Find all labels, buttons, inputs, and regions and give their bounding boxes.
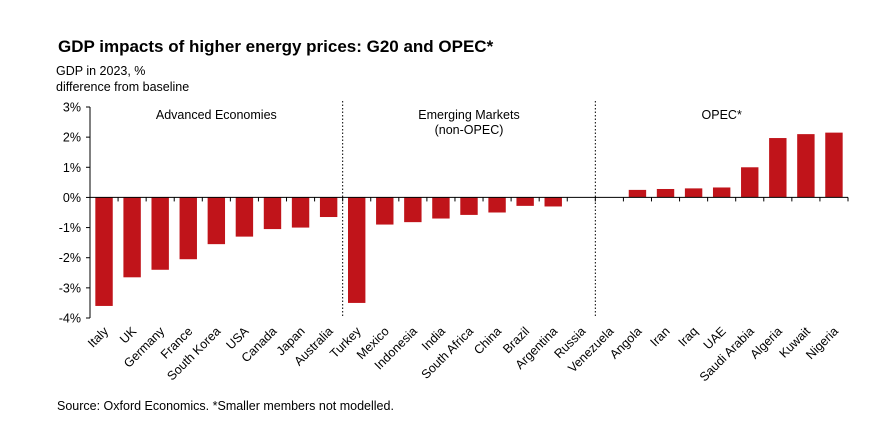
bar-kuwait bbox=[797, 134, 815, 198]
bar-france bbox=[179, 197, 197, 260]
bar-uae bbox=[712, 187, 731, 198]
group-label: OPEC* bbox=[702, 108, 742, 122]
bar-turkey bbox=[348, 197, 366, 303]
bar-brazil bbox=[516, 197, 534, 206]
subtitle-line-2: difference from baseline bbox=[56, 80, 190, 94]
bar-nigeria bbox=[825, 132, 843, 198]
category-label: Angola bbox=[607, 324, 644, 361]
bar-iran bbox=[656, 188, 675, 198]
bar-algeria bbox=[769, 138, 787, 198]
bar-saudi-arabia bbox=[741, 167, 759, 198]
category-label: Algeria bbox=[748, 324, 785, 361]
bar-china bbox=[488, 197, 506, 213]
bar-argentina bbox=[544, 197, 562, 207]
group-label: Emerging Markets bbox=[418, 108, 519, 122]
y-tick-label: -2% bbox=[59, 251, 81, 265]
category-label: Nigeria bbox=[803, 324, 841, 362]
bar-germany bbox=[151, 197, 169, 270]
bar-iraq bbox=[684, 188, 703, 198]
bar-usa bbox=[235, 197, 254, 237]
y-tick-label: 0% bbox=[63, 191, 81, 205]
y-tick-label: 2% bbox=[63, 131, 81, 145]
y-tick-label: 1% bbox=[63, 161, 81, 175]
y-tick-label: -1% bbox=[59, 221, 81, 235]
y-tick-label: -3% bbox=[59, 281, 81, 295]
category-label: Italy bbox=[85, 324, 112, 351]
bar-japan bbox=[291, 197, 310, 228]
y-tick-label: 3% bbox=[63, 101, 81, 115]
category-label: Iraq bbox=[676, 324, 701, 349]
bar-indonesia bbox=[404, 197, 422, 223]
chart-title: GDP impacts of higher energy prices: G20… bbox=[58, 37, 494, 56]
bar-mexico bbox=[376, 197, 394, 225]
subtitle-line-1: GDP in 2023, % bbox=[56, 64, 146, 78]
group-label: (non-OPEC) bbox=[435, 123, 504, 137]
bar-india bbox=[432, 197, 450, 219]
bar-south-korea bbox=[207, 197, 226, 245]
category-label: Iran bbox=[648, 324, 673, 349]
bar-angola bbox=[628, 189, 647, 198]
category-label: UK bbox=[117, 324, 140, 347]
y-tick-label: -4% bbox=[59, 312, 81, 326]
bar-australia bbox=[319, 197, 338, 218]
bar-italy bbox=[95, 197, 113, 306]
bar-canada bbox=[263, 197, 282, 230]
source-note: Source: Oxford Economics. *Smaller membe… bbox=[57, 399, 394, 413]
bar-south-africa bbox=[460, 197, 478, 215]
category-label: China bbox=[471, 324, 504, 357]
bar-uk bbox=[123, 197, 141, 278]
group-label: Advanced Economies bbox=[156, 108, 277, 122]
chart-subtitle: GDP in 2023, % difference from baseline bbox=[56, 63, 189, 95]
